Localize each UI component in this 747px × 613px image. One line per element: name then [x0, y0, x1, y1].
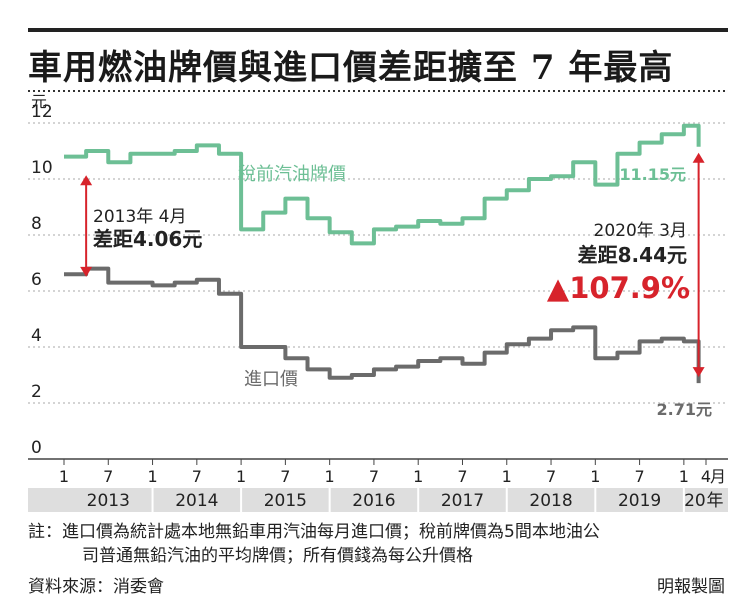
footnote-line-2: 司普通無鉛汽油的平均牌價；所有價錢為每公升價格	[82, 546, 473, 566]
y-tick-label: 2	[31, 382, 42, 402]
x-tick-label: 7	[103, 467, 113, 486]
gap-2013-value: 差距4.06元	[93, 227, 202, 251]
import-series-label: 進口價	[244, 369, 298, 390]
x-tick-label: 1	[590, 467, 600, 486]
y-tick-label: 8	[31, 214, 42, 234]
x-tick-label: 1	[147, 467, 157, 486]
x-tick-label: 7	[369, 467, 379, 486]
x-tick-label: 1	[236, 467, 246, 486]
x-tick-label: 4	[701, 467, 711, 486]
y-tick-label: 0	[31, 438, 42, 458]
source-note: 資料來源：消委會	[28, 577, 164, 597]
x-tick-label: 7	[457, 467, 467, 486]
top-rule	[28, 28, 728, 32]
x-tick-label: 7	[634, 467, 644, 486]
gap-2020-arrow-head-bottom	[692, 367, 705, 378]
x-tick-label: 1	[502, 467, 512, 486]
x-tick-label: 1	[59, 467, 69, 486]
year-label: 2016	[352, 491, 395, 511]
gap-2013-arrow-head-top	[80, 175, 93, 186]
year-label: 2019	[618, 491, 661, 511]
footnote-line-1: 註：進口價為統計處本地無鉛車用汽油每月進口價；稅前牌價為5間本地油公	[28, 522, 600, 542]
retail-series-label: 稅前汽油牌價	[238, 164, 346, 185]
year-label: 2015	[264, 491, 307, 511]
year-label: 20	[684, 491, 706, 511]
credit-note: 明報製圖	[657, 577, 725, 597]
year-band	[28, 488, 728, 512]
year-suffix-label: 年	[707, 491, 724, 511]
x-tick-label: 1	[413, 467, 423, 486]
grid-layer	[28, 90, 728, 404]
gap-2013-date: 2013年 4月	[93, 207, 186, 227]
import-price-line	[64, 266, 701, 384]
x-tick-label: 7	[546, 467, 556, 486]
x-tick-label: 1	[679, 467, 689, 486]
gap-2020-date: 2020年 3月	[594, 221, 687, 241]
gap-2020-arrow-head-top	[692, 152, 705, 163]
retail-end-label: 11.15元	[619, 165, 686, 184]
x-tick-label: 7	[192, 467, 202, 486]
gap-2020-change: ▲107.9%	[547, 271, 690, 305]
gap-2020-value: 差距8.44元	[578, 243, 687, 267]
y-tick-label: 6	[31, 270, 42, 290]
y-tick-label: 4	[31, 326, 42, 346]
retail-price-line	[64, 123, 701, 246]
year-label: 2018	[529, 491, 572, 511]
chart-title: 車用燃油牌價與進口價差距擴至 7 年最高	[28, 48, 674, 88]
import-end-label: 2.71元	[657, 400, 712, 419]
footnote: 註：進口價為統計處本地無鉛車用汽油每月進口價；稅前牌價為5間本地油公 司普通無鉛…	[28, 520, 728, 568]
y-tick-label: 10	[31, 158, 53, 178]
year-label: 2013	[87, 491, 130, 511]
gap-2013-arrow-head-bottom	[80, 266, 93, 277]
x-tick-label: 7	[280, 467, 290, 486]
x-tick-label: 1	[325, 467, 335, 486]
y-unit-label: 元	[31, 92, 47, 111]
series-layer	[64, 123, 701, 384]
year-label: 2014	[175, 491, 218, 511]
y-tick-label: 12	[31, 102, 53, 122]
year-label: 2017	[441, 491, 484, 511]
x-unit-label: 月	[710, 467, 726, 486]
